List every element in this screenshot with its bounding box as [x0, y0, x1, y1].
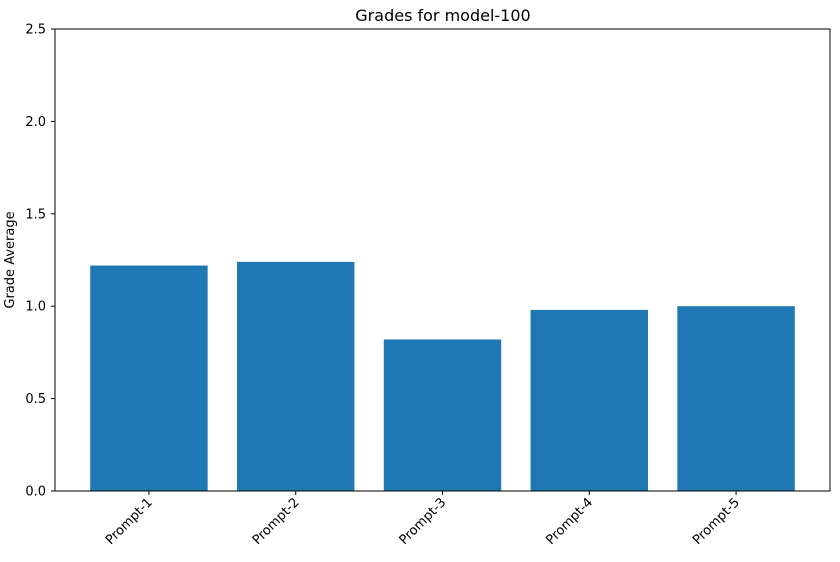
x-tick-label-prompt-4: Prompt-4 — [543, 495, 596, 548]
y-ticks: 0.0 0.5 1.0 1.5 2.0 2.5 — [25, 23, 55, 500]
bar-prompt-5 — [677, 306, 795, 491]
chart-title: Grades for model-100 — [355, 6, 530, 25]
plot-area-frame — [54, 28, 831, 492]
bar-prompt-1 — [90, 265, 208, 491]
y-axis-label: Grade Average — [3, 211, 18, 308]
x-tick-label-prompt-5: Prompt-5 — [690, 495, 743, 548]
x-ticks: Prompt-1 Prompt-2 Prompt-3 Prompt-4 Prompt-5 — [103, 491, 743, 548]
y-tick-label: 1.0 — [25, 300, 46, 315]
bar-prompt-3 — [383, 339, 502, 491]
y-tick-label: 1.5 — [25, 207, 46, 222]
bar-prompt-2 — [237, 261, 355, 491]
bars-layer — [90, 261, 795, 491]
y-tick-label: 2.0 — [25, 115, 46, 130]
x-tick-label-prompt-1: Prompt-1 — [103, 495, 156, 548]
y-tick-label: 0.5 — [25, 392, 46, 407]
y-tick-label: 2.5 — [25, 23, 46, 38]
x-tick-label-prompt-2: Prompt-2 — [250, 495, 303, 548]
x-tick-label-prompt-3: Prompt-3 — [397, 495, 450, 548]
bar-prompt-4 — [530, 309, 648, 491]
y-tick-label: 0.0 — [25, 485, 46, 500]
